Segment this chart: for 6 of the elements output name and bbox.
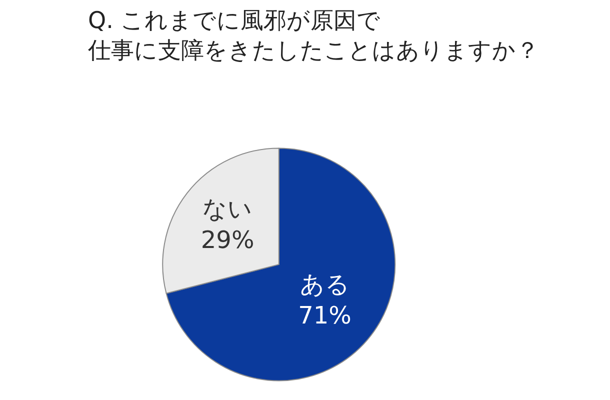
pie-slice: [166, 148, 396, 382]
slice-label: ある: [300, 270, 350, 298]
slice-label: ない: [202, 195, 253, 224]
data-label: 71%: [298, 302, 352, 330]
chart-title: Q. これまでに風邪が原因で仕事に支障をきたしたことはありますか？: [87, 8, 539, 64]
data-label: 29%: [200, 226, 254, 254]
